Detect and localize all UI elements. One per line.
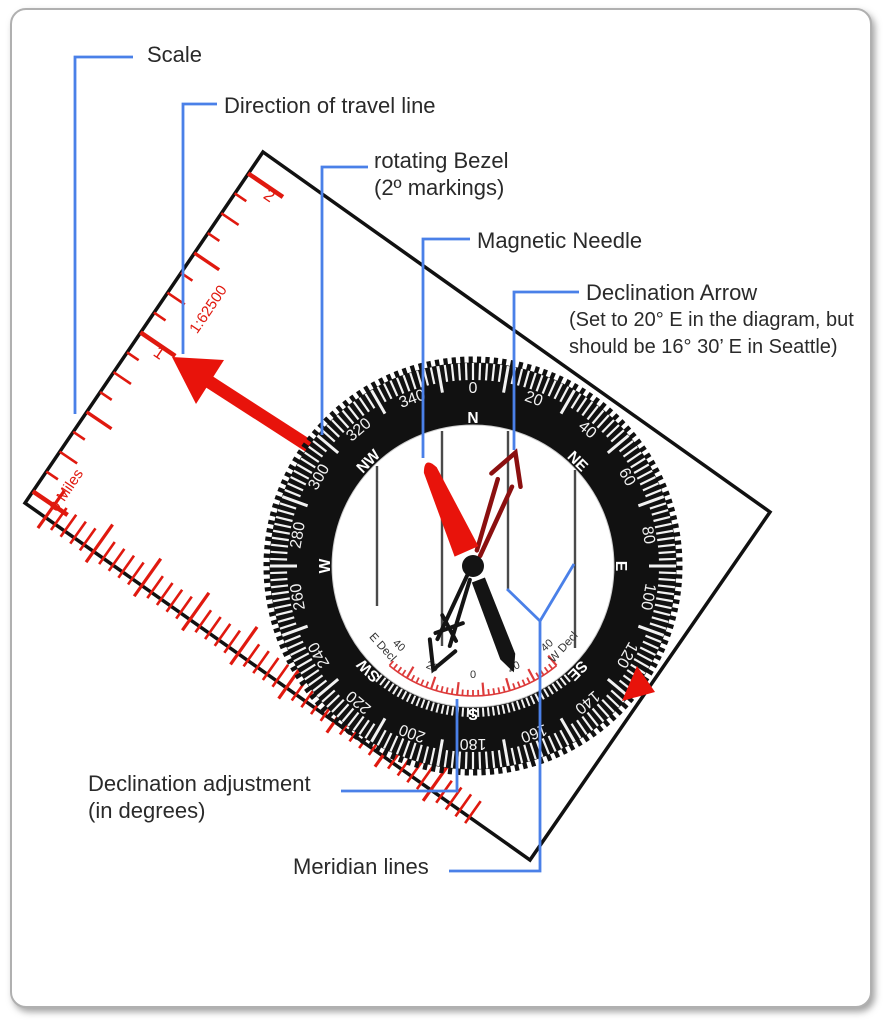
svg-text:80: 80 [638,525,658,546]
leader-lines [73,55,579,873]
needle-pivot [462,555,484,577]
svg-text:S: S [468,705,478,722]
label-rotating-bezel-line2: (2º markings) [374,175,505,200]
leader-meridian-branch-left [506,587,541,623]
label-rotating-bezel-line1: rotating Bezel [374,148,509,173]
svg-text:20: 20 [522,388,545,410]
label-rotating-bezel: rotating Bezel (2º markings) [374,147,509,201]
svg-text:100: 100 [637,582,658,611]
label-direction-of-travel: Direction of travel line [224,93,436,118]
direction-of-travel-arrow [172,357,322,458]
label-magnetic-needle: Magnetic Needle [477,228,643,253]
declination-degree-scale: 402002040 [388,637,558,697]
label-declination-adjustment-line2: (in degrees) [88,798,206,823]
svg-text:60: 60 [615,465,639,489]
leader-scale [73,55,133,414]
magnetic-needle-north [423,462,479,557]
svg-text:0: 0 [469,380,478,397]
svg-text:E: E [612,561,629,571]
leader-direction-of-travel [181,102,217,354]
leader-rotating-bezel [320,165,368,435]
svg-text:W: W [317,558,334,573]
magnetic-needle-south [471,577,516,673]
label-scale: Scale [147,42,203,67]
svg-text:180: 180 [460,735,487,752]
bezel-index-triangle [622,666,655,701]
label-declination-arrow: Declination Arrow [586,280,758,305]
label-declination-arrow-note2: should be 16° 30’ E in Seattle) [569,336,838,358]
bezel-ring [269,362,677,770]
label-declination-adjustment: Declination adjustment (in degrees) [88,770,311,824]
leader-declination-adjustment [341,699,459,793]
label-declination-adjustment-line1: Declination adjustment [88,771,311,796]
declination-arrow-pointer [474,448,523,559]
leader-magnetic-needle [421,237,470,458]
bezel-knurled-edge [263,356,683,776]
svg-text:280: 280 [288,520,309,549]
label-declination-arrow-note1: (Set to 20° E in the diagram, but [569,309,854,331]
svg-text:0: 0 [470,669,476,681]
leader-meridian-lines [449,621,542,873]
leader-declination-arrow [512,290,579,450]
meridian-lines-group [375,431,577,648]
orienting-arrow-south [427,572,472,674]
leader-meridian-branch-right [538,563,576,622]
svg-text:N: N [467,410,478,427]
compass-dial: 0 204060801001201401601802002202402602803… [263,356,683,776]
svg-text:260: 260 [287,582,308,611]
label-meridian-lines: Meridian lines [293,854,429,879]
